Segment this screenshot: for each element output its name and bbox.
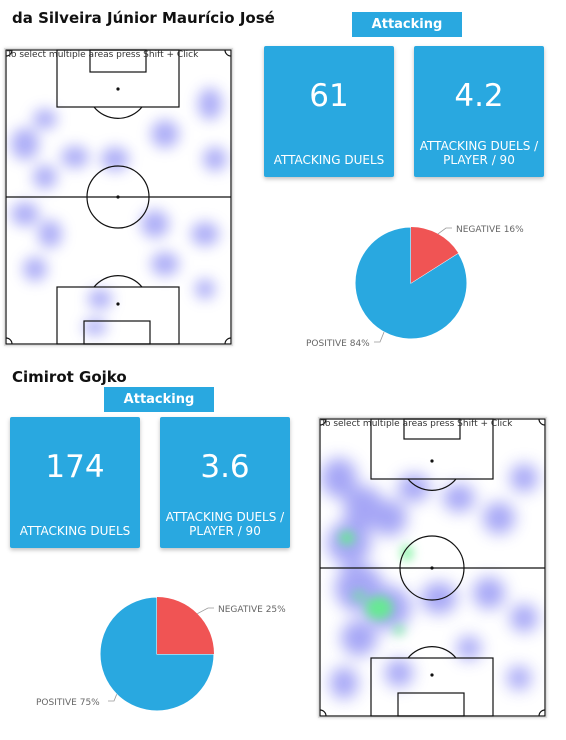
pie-label-negative: NEGATIVE 16% — [456, 225, 524, 235]
pie-label-positive: POSITIVE 84% — [306, 339, 370, 349]
pie-leader-negative — [197, 607, 214, 615]
stat-value: 3.6 — [200, 449, 250, 485]
stat-value: 4.2 — [454, 78, 504, 114]
pie-slice-negative[interactable] — [411, 227, 459, 283]
pitch-svg — [5, 49, 232, 345]
stat-value: 174 — [45, 449, 105, 485]
heatmap-pitch[interactable]: To select multiple areas press Shift + C… — [318, 417, 547, 718]
pie-leader-positive — [108, 694, 118, 702]
pie-label-positive: POSITIVE 75% — [36, 698, 100, 708]
stat-card-duels-per-90: 4.2 ATTACKING DUELS / PLAYER / 90 — [414, 46, 544, 177]
heat-hotspots — [339, 531, 413, 636]
stat-label: ATTACKING DUELS / PLAYER / 90 — [165, 510, 285, 538]
stat-card-attacking-duels: 174 ATTACKING DUELS — [10, 417, 140, 548]
player-name: Cimirot Gojko — [12, 368, 127, 386]
pitch-lines — [5, 49, 232, 345]
stat-card-duels-per-90: 3.6 ATTACKING DUELS / PLAYER / 90 — [160, 417, 290, 548]
pie-leader-positive — [374, 331, 385, 343]
duels-pie-chart: NEGATIVE 16% POSITIVE 84% — [306, 225, 524, 349]
pitch-hint: To select multiple areas press Shift + C… — [321, 419, 513, 429]
heat-blobs — [11, 88, 227, 335]
heatmap-pitch[interactable]: To select multiple areas press Shift + C… — [4, 48, 233, 346]
stat-value: 61 — [309, 78, 349, 114]
stat-label: ATTACKING DUELS — [273, 153, 385, 167]
heat-blobs — [321, 458, 538, 699]
stat-label: ATTACKING DUELS — [19, 524, 131, 538]
stat-card-attacking-duels: 61 ATTACKING DUELS — [264, 46, 394, 177]
pie-label-negative: NEGATIVE 25% — [218, 605, 286, 615]
section-title: Attacking duels — [104, 387, 214, 432]
section-title: Attacking duels — [352, 12, 462, 57]
pitch-hint: To select multiple areas press Shift + C… — [7, 50, 199, 60]
pie-slice-negative[interactable] — [157, 597, 214, 654]
pitch-lines — [319, 418, 546, 717]
pie-slice-positive[interactable] — [99, 596, 215, 712]
pie-leader-negative — [437, 227, 452, 235]
pitch-svg — [319, 418, 546, 717]
duels-pie-chart: NEGATIVE 25% POSITIVE 75% — [36, 596, 286, 712]
stat-label: ATTACKING DUELS / PLAYER / 90 — [419, 139, 539, 167]
player-name: da Silveira Júnior Maurício José — [12, 9, 275, 27]
